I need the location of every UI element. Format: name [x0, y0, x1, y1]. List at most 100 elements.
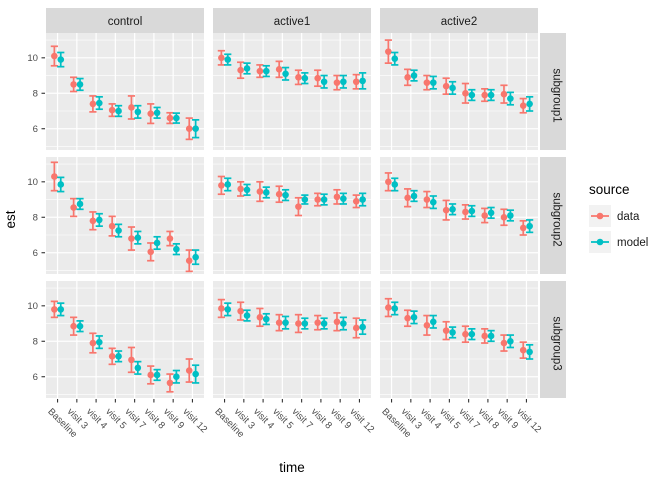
model-point: [410, 314, 418, 321]
data-point: [352, 324, 360, 332]
model-point: [224, 306, 232, 313]
data-point: [185, 367, 193, 374]
legend-key-point: [596, 238, 604, 246]
data-point: [51, 306, 58, 313]
data-point: [51, 173, 58, 180]
model-point: [243, 65, 251, 72]
model-point: [282, 70, 289, 78]
model-point: [57, 306, 65, 313]
model-point: [192, 125, 199, 133]
data-point: [385, 178, 392, 186]
data-point: [147, 248, 155, 256]
data-point: [70, 81, 77, 88]
data-point: [404, 314, 411, 322]
model-point: [359, 77, 366, 85]
data-point: [147, 110, 155, 117]
data-point: [519, 346, 527, 354]
data-point: [128, 235, 135, 242]
model-point: [526, 222, 533, 230]
model-point: [320, 320, 328, 327]
model-point: [282, 319, 289, 326]
model-point: [95, 216, 103, 224]
model-point: [153, 239, 161, 247]
model-point: [173, 245, 180, 253]
model-point: [410, 192, 418, 200]
model-point: [301, 196, 309, 203]
model-point: [224, 181, 232, 188]
facet-row-strip: [540, 157, 566, 274]
data-point: [295, 320, 302, 327]
data-point: [333, 79, 341, 86]
model-point: [262, 189, 270, 196]
facet-col-strip: [213, 8, 371, 33]
data-point: [423, 322, 431, 329]
facet-row-label: subgroup3: [551, 316, 563, 370]
data-point: [275, 319, 283, 326]
model-point: [410, 72, 418, 79]
data-point: [70, 322, 77, 330]
model-point: [95, 338, 103, 346]
facet-row-label: subgroup2: [551, 192, 563, 246]
data-point: [423, 79, 431, 86]
model-point: [301, 74, 309, 82]
facet-col-label: control: [108, 16, 143, 28]
facet-panel: [46, 33, 204, 150]
data-point: [218, 182, 225, 189]
facet-col-strip: [46, 8, 204, 33]
model-point: [391, 181, 399, 188]
data-point: [333, 193, 341, 201]
model-point: [115, 107, 122, 115]
model-point: [173, 114, 180, 122]
data-point: [333, 318, 341, 326]
data-point: [108, 222, 116, 230]
facet-panel: [213, 33, 371, 150]
y-tick-label: 8: [33, 337, 38, 348]
model-point: [429, 198, 437, 206]
model-point: [134, 234, 142, 241]
model-point: [340, 78, 347, 86]
y-tick-label: 10: [27, 177, 38, 188]
data-point: [275, 190, 283, 198]
legend-key-point: [596, 212, 604, 220]
data-point: [462, 330, 469, 338]
model-point: [153, 109, 161, 117]
model-point: [429, 318, 437, 326]
model-point: [243, 312, 251, 319]
model-point: [487, 332, 495, 340]
legend-title: source: [589, 182, 630, 197]
model-point: [487, 91, 495, 99]
model-point: [115, 227, 122, 234]
y-tick-label: 8: [33, 213, 38, 224]
data-point: [89, 100, 97, 108]
model-point: [340, 320, 347, 327]
data-point: [237, 307, 244, 315]
data-point: [256, 67, 264, 75]
model-point: [192, 253, 199, 261]
data-point: [295, 74, 302, 81]
data-point: [352, 78, 360, 86]
y-tick-label: 10: [27, 301, 38, 312]
model-point: [76, 200, 84, 208]
model-point: [449, 205, 456, 213]
data-point: [166, 235, 174, 242]
data-point: [404, 74, 411, 81]
data-point: [89, 217, 97, 225]
data-point: [481, 212, 489, 219]
model-point: [76, 322, 84, 330]
data-point: [442, 82, 450, 90]
data-point: [237, 66, 244, 74]
model-point: [468, 207, 476, 215]
model-point: [57, 56, 65, 63]
facet-panel: [380, 33, 538, 150]
data-point: [500, 339, 508, 347]
model-point: [243, 186, 251, 194]
model-point: [134, 364, 142, 372]
data-point: [295, 203, 302, 210]
data-point: [352, 198, 360, 205]
facet-panel: [46, 281, 204, 398]
data-point: [128, 356, 135, 364]
data-point: [166, 379, 174, 387]
data-point: [442, 327, 450, 334]
model-point: [359, 196, 366, 203]
model-point: [359, 323, 366, 331]
